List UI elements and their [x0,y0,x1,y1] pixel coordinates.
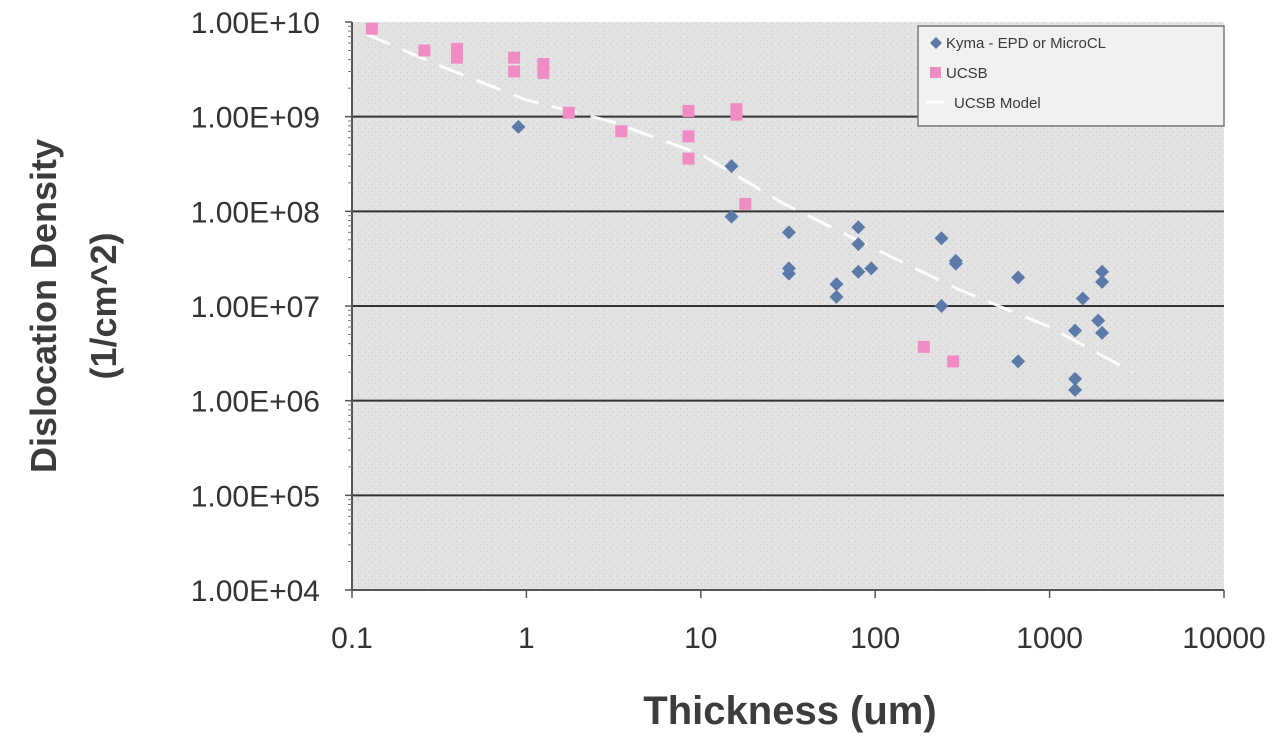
kyma-data-point [829,277,844,292]
kyma-data-point [948,256,963,271]
legend-label-kyma: Kyma - EPD or MicroCL [946,35,1106,52]
kyma-data-point [1075,291,1090,306]
kyma-data-point [1091,313,1106,328]
ucsb-data-point [947,355,960,368]
kyma-data-point [724,209,739,224]
y-tick-label: 1.00E+09 [191,102,320,135]
y-tick-label: 1.00E+04 [191,575,320,608]
ucsb-data-point [508,65,521,78]
y-axis-title-line1: Dislocation Density [23,139,64,473]
ucsb-data-point [682,130,695,143]
legend-label-ucsb: UCSB [946,65,988,82]
data-points [365,22,1110,397]
kyma-data-point [864,261,879,276]
legend-label-ucsb-model: UCSB Model [954,95,1041,112]
kyma-data-point [1095,274,1110,289]
y-axis-title-line2: (1/cm^2) [83,232,124,379]
kyma-data-point [1068,382,1083,397]
ucsb-data-point [615,125,628,138]
ucsb-data-point [365,22,378,35]
x-tick-label: 1 [518,622,535,655]
ucsb-data-point [508,51,521,64]
kyma-data-point [781,225,796,240]
y-tick-label: 1.00E+05 [191,480,320,513]
kyma-data-point [829,289,844,304]
legend: Kyma - EPD or MicroCL UCSB UCSB Model [917,25,1225,127]
legend-marker-kyma [930,37,942,49]
kyma-data-point [851,237,866,252]
ucsb-data-point [682,104,695,117]
ucsb-model-line [365,32,1134,374]
x-tick-label: 10000 [1182,622,1265,655]
legend-box [917,25,1225,127]
kyma-data-point [934,299,949,313]
kyma-data-point [724,159,739,174]
x-tick-label: 10 [684,622,717,655]
kyma-data-point [1095,325,1110,340]
ucsb-data-point [450,51,463,64]
kyma-data-point [511,119,526,134]
y-tick-label: 1.00E+06 [191,386,320,419]
y-tick-label: 1.00E+10 [191,7,320,40]
ucsb-data-point [917,340,930,353]
kyma-data-point [934,231,949,246]
kyma-data-point [1095,264,1110,279]
kyma-data-point [1068,371,1083,386]
y-tick-label: 1.00E+07 [191,291,320,324]
ucsb-data-point [537,66,550,79]
grid-lines [352,115,1224,497]
kyma-data-point [1011,270,1026,285]
model-series [365,32,1134,374]
ucsb-data-point [739,197,752,210]
x-tick-label: 100 [850,622,900,655]
kyma-data-point [1068,323,1083,338]
kyma-data-point [781,266,796,281]
x-tick-label: 0.1 [331,622,373,655]
ucsb-data-point [730,108,743,121]
kyma-data-point [851,220,866,235]
kyma-data-point [851,264,866,279]
ucsb-data-point [418,44,431,57]
x-axis-title: Thickness (um) [643,689,936,733]
y-tick-label: 1.00E+08 [191,196,320,229]
ucsb-data-point [562,106,575,119]
kyma-data-point [1011,354,1026,369]
legend-marker-ucsb [930,67,941,78]
tick-labels: 1.00E+04 1.00E+05 1.00E+06 1.00E+07 1.00E+08… [191,7,1266,655]
ucsb-data-point [682,152,695,165]
x-tick-label: 1000 [1016,622,1083,655]
